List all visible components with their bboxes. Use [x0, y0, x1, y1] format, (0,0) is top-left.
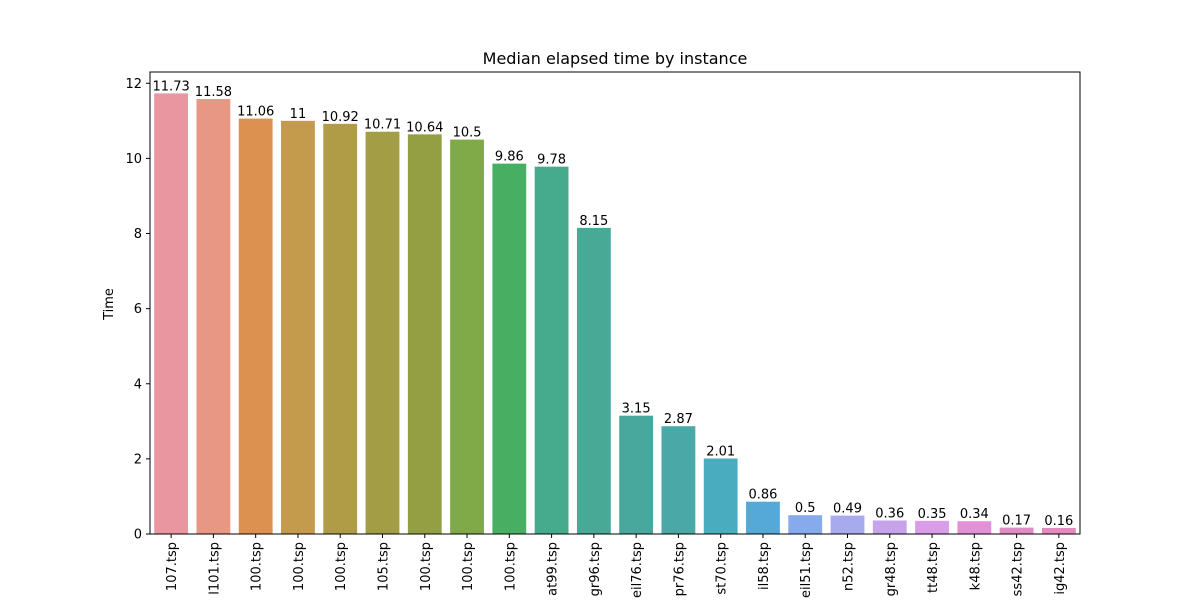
bar-value-label-21: 0.16 — [1044, 514, 1073, 529]
bar-value-label-16: 0.49 — [833, 502, 862, 517]
bar-value-label-13: 2.01 — [706, 445, 735, 460]
y-tick-label-4: 8 — [134, 227, 142, 242]
x-tick-label-11: eil76.tsp — [630, 542, 645, 598]
y-tick-label-5: 10 — [125, 152, 142, 167]
bar-value-label-14: 0.86 — [748, 488, 777, 503]
bar-value-label-18: 0.35 — [918, 507, 947, 522]
bars-group — [154, 93, 1076, 535]
x-tick-label-6: 100.tsp — [419, 542, 434, 591]
x-tick-label-4: 100.tsp — [334, 542, 349, 591]
bar-value-label-6: 10.64 — [406, 120, 443, 135]
y-tick-label-3: 6 — [134, 302, 142, 317]
bar-18 — [915, 520, 949, 534]
bar-14 — [746, 501, 780, 534]
bar-value-label-11: 3.15 — [622, 402, 651, 417]
x-tick-label-8: 100.tsp — [503, 542, 518, 591]
bar-value-label-2: 11.06 — [237, 105, 274, 120]
x-tick-label-12: pr76.tsp — [672, 542, 687, 596]
x-tick-label-5: 105.tsp — [377, 542, 392, 591]
y-tick-label-6: 12 — [125, 77, 142, 92]
x-tick-label-14: il58.tsp — [757, 542, 772, 590]
bar-2 — [238, 118, 273, 534]
bar-value-label-7: 10.5 — [453, 126, 482, 141]
x-tick-label-20: ss42.tsp — [1011, 542, 1026, 596]
bar-13 — [703, 458, 738, 534]
plot-frame — [149, 71, 1081, 535]
bar-20 — [999, 527, 1034, 534]
x-tick-label-1: l101.tsp — [207, 542, 222, 595]
x-tick-label-0: 107.tsp — [165, 542, 180, 591]
x-tick-label-7: 100.tsp — [461, 542, 476, 591]
x-tick-label-18: tt48.tsp — [926, 542, 941, 593]
bar-1 — [196, 99, 231, 535]
chart-title: Median elapsed time by instance — [483, 49, 748, 68]
bar-0 — [154, 93, 189, 534]
bar-8 — [492, 163, 527, 534]
bar-value-label-20: 0.17 — [1002, 514, 1031, 529]
x-tick-label-2: 100.tsp — [250, 542, 265, 591]
bar-value-label-19: 0.34 — [960, 507, 989, 522]
bar-value-label-8: 9.86 — [495, 150, 524, 165]
x-tick-label-16: n52.tsp — [842, 542, 857, 591]
bar-7 — [450, 139, 484, 535]
bar-4 — [323, 123, 358, 535]
x-axis-ticks: 107.tsp l101.tsp 100.tsp 100.tsp 100.tsp 105.… — [165, 534, 1068, 598]
bar-5 — [365, 131, 400, 534]
bar-3 — [281, 120, 315, 534]
x-tick-label-21: ig42.tsp — [1053, 542, 1068, 595]
bar-17 — [872, 520, 907, 534]
x-tick-label-13: st70.tsp — [715, 542, 730, 595]
bar-value-label-12: 2.87 — [664, 412, 693, 427]
bar-value-label-1: 11.58 — [195, 85, 232, 100]
x-tick-label-9: at99.tsp — [546, 542, 561, 596]
x-tick-label-3: 100.tsp — [292, 542, 307, 591]
y-tick-label-0: 0 — [134, 528, 142, 543]
bar-16 — [830, 515, 865, 534]
x-tick-label-19: k48.tsp — [968, 542, 983, 590]
bar-6 — [407, 134, 442, 534]
bar-10 — [576, 227, 611, 534]
bar-11 — [619, 415, 654, 534]
bar-12 — [661, 426, 696, 534]
bar-value-label-9: 9.78 — [537, 153, 566, 168]
bar-value-label-5: 10.71 — [364, 118, 401, 133]
y-axis-label: Time — [102, 288, 117, 321]
x-tick-label-10: gr96.tsp — [588, 542, 603, 596]
bar-21 — [1041, 527, 1076, 534]
bar-9 — [534, 166, 569, 534]
x-tick-label-15: eil51.tsp — [799, 542, 814, 598]
x-tick-label-17: gr48.tsp — [884, 542, 899, 596]
bar-value-label-0: 11.73 — [153, 79, 190, 94]
bar-value-label-3: 11 — [290, 107, 307, 122]
bar-value-label-4: 10.92 — [322, 110, 359, 125]
y-tick-label-1: 2 — [134, 452, 142, 467]
y-axis-ticks: 0 2 4 6 8 10 12 — [125, 77, 150, 543]
bar-15 — [788, 515, 823, 534]
bar-19 — [957, 521, 992, 534]
y-tick-label-2: 4 — [134, 377, 142, 392]
bar-value-label-17: 0.36 — [875, 506, 904, 521]
bar-labels-group: 11.73 11.58 11.06 11 10.92 10.71 10.64 10.5 9.86… — [153, 79, 1074, 529]
bar-value-label-15: 0.5 — [795, 501, 816, 516]
bar-value-label-10: 8.15 — [579, 214, 608, 229]
